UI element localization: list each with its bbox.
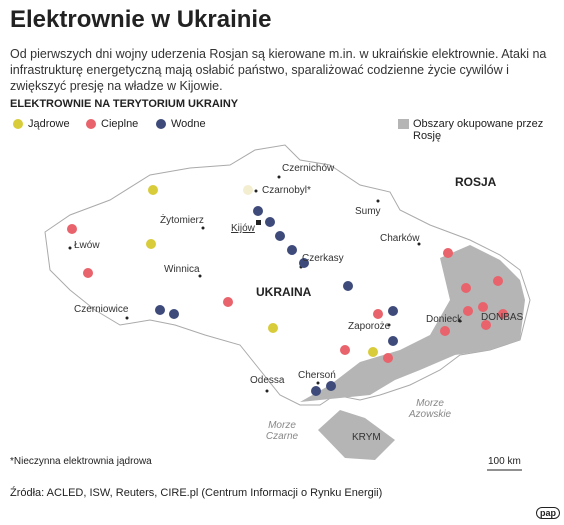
sea-label: Morze Czarne	[265, 420, 299, 442]
legend-item: Jądrowe	[28, 118, 70, 130]
map-label: Kijów	[231, 223, 255, 234]
map-label: Winnica	[164, 264, 200, 275]
logo: pap	[536, 507, 561, 519]
legend-swatch	[13, 119, 23, 129]
map-label: Czerkasy	[302, 253, 344, 264]
map-label: Donieck	[426, 314, 463, 325]
map-label: Czarnobyl*	[262, 185, 311, 196]
map-label: Czernichów	[282, 163, 335, 174]
legend-item: Wodne	[171, 118, 206, 130]
legend-title: ELEKTROWNIE NA TERYTORIUM UKRAINY	[10, 98, 239, 110]
legend-swatch	[86, 119, 96, 129]
legend-item: Obszary okupowane przez Rosję	[413, 118, 544, 142]
city-dots	[68, 175, 462, 393]
legend-swatch	[156, 119, 166, 129]
map-label: Odessa	[250, 375, 285, 386]
map-label: KRYM	[352, 432, 381, 443]
thermal-plants	[67, 224, 508, 363]
map-label: Sumy	[355, 206, 381, 217]
sea-label: Morze Azowskie	[408, 398, 452, 420]
map-label: ROSJA	[455, 175, 497, 189]
map-label: Czerniowice	[74, 304, 129, 315]
map-label: Charków	[380, 233, 420, 244]
map-label: UKRAINA	[256, 285, 312, 299]
title: Elektrownie w Ukrainie	[10, 6, 272, 33]
nuclear-plants	[146, 185, 378, 357]
map-label: Łwów	[74, 240, 100, 251]
footnote: *Nieczynna elektrownia jądrowa	[10, 456, 152, 467]
legend-item: Cieplne	[101, 118, 139, 130]
hydro-plants	[155, 206, 398, 396]
map-label: DONBAS	[481, 312, 524, 323]
legend-swatch	[398, 119, 409, 129]
map-label: Chersoń	[298, 370, 336, 381]
map-label: Zaporoże	[348, 321, 391, 332]
map-label: Żytomierz	[160, 215, 204, 226]
scale-label: 100 km	[488, 456, 521, 467]
crimea	[318, 410, 395, 460]
description: Od pierwszych dni wojny uderzenia Rosjan…	[10, 47, 547, 93]
source: Źródła: ACLED, ISW, Reuters, CIRE.pl (Ce…	[10, 487, 383, 499]
